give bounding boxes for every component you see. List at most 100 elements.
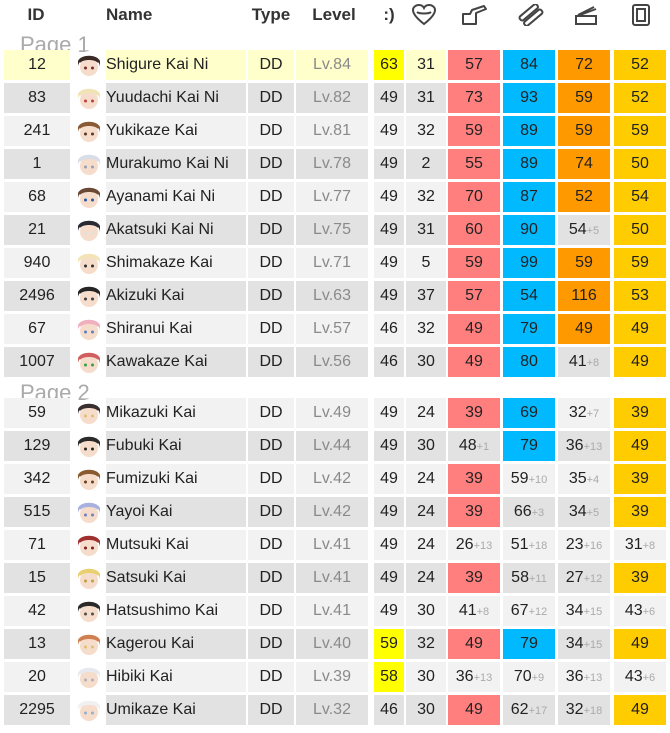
stat-value: Mutsuki Kai	[106, 536, 189, 553]
table-row[interactable]: 12 Shigure Kai Ni DD Lv.84 63 31 57 84 72 52	[0, 50, 670, 80]
ship-id: 2295	[4, 695, 70, 725]
stat-value: 2295	[19, 701, 55, 718]
stat-value: 49	[631, 320, 649, 337]
ship-name: Fubuki Kai	[106, 431, 246, 461]
column-header-level[interactable]: Level	[312, 5, 356, 24]
table-row[interactable]: 342 Fumizuki Kai DD Lv.42 49 24 39 59+10 35+4 39	[0, 464, 670, 494]
ship-avatar	[75, 597, 103, 625]
table-row[interactable]: 940 Shimakaze Kai DD Lv.71 49 5 59 99 59 59	[0, 248, 670, 278]
stat-value: Mikazuki Kai	[106, 404, 196, 421]
ship-type: DD	[248, 182, 294, 212]
stat-value: DD	[259, 470, 283, 487]
stat-value: 39	[333, 668, 351, 685]
stat-value: 24	[417, 503, 435, 520]
stat-value: Lv.	[313, 404, 334, 421]
ship-hp: 24	[406, 398, 446, 428]
stat-value: 84	[520, 56, 538, 73]
stat-value: 49	[631, 437, 649, 454]
stat-value: Lv.	[313, 536, 334, 553]
stat-aa: 116	[558, 281, 610, 311]
stat-aa: 41+8	[558, 347, 610, 377]
stat-value: 69	[520, 404, 538, 421]
table-row[interactable]: 42 Hatsushimo Kai DD Lv.41 49 30 41+8 67+12 34+1…	[0, 596, 670, 626]
table-row[interactable]: 83 Yuudachi Kai Ni DD Lv.82 49 31 73 93 59 52	[0, 83, 670, 113]
stat-value: 79	[520, 437, 538, 454]
table-row[interactable]: 13 Kagerou Kai DD Lv.40 59 32 49 79 34+15 49	[0, 629, 670, 659]
column-header-type[interactable]: Type	[251, 5, 291, 24]
table-row[interactable]: 241 Yukikaze Kai DD Lv.81 49 32 59 89 59 59	[0, 116, 670, 146]
ship-id: 342	[4, 464, 70, 494]
table-row[interactable]: 67 Shiranui Kai DD Lv.57 46 32 49 79 49 49	[0, 314, 670, 344]
stat-aa: 32+7	[558, 398, 610, 428]
column-header-id[interactable]: ID	[27, 5, 45, 24]
stat-value: 39	[465, 404, 483, 421]
stat-value: DD	[259, 437, 283, 454]
stat-value: Ayanami Kai Ni	[106, 188, 216, 205]
column-header-name[interactable]: Name	[106, 5, 153, 24]
ship-level: Lv.63	[296, 281, 368, 311]
stat-value: 49	[380, 569, 398, 586]
stat-value: 54	[631, 188, 649, 205]
stat-value: 40	[333, 635, 351, 652]
ship-morale: 59	[374, 629, 404, 659]
ship-hp: 24	[406, 464, 446, 494]
stat-tp: 62+17	[503, 695, 555, 725]
torpedo-icon[interactable]	[517, 4, 545, 26]
table-row[interactable]: 21 Akatsuki Kai Ni DD Lv.75 49 31 60 90 54+5 50	[0, 215, 670, 245]
stat-value: 57	[465, 56, 483, 73]
stat-value: Lv.	[313, 470, 334, 487]
table-row[interactable]: 1007 Kawakaze Kai DD Lv.56 46 30 49 80 41+8 49	[0, 347, 670, 377]
stat-value: 67	[510, 602, 529, 619]
armor-icon[interactable]	[630, 4, 652, 26]
stat-value: 46	[380, 320, 398, 337]
stat-ar: 54	[614, 182, 666, 212]
ship-morale: 49	[374, 398, 404, 428]
table-row[interactable]: 20 Hibiki Kai DD Lv.39 58 30 36+13 70+9 36+13 43+…	[0, 662, 670, 692]
stat-bonus: +5	[586, 225, 600, 237]
ship-type: DD	[248, 530, 294, 560]
stat-value: 99	[520, 254, 538, 271]
ship-id: 83	[4, 83, 70, 113]
ship-avatar	[75, 51, 103, 79]
table-row[interactable]: 15 Satsuki Kai DD Lv.41 49 24 39 58+11 27+12 39	[0, 563, 670, 593]
ship-id: 21	[4, 215, 70, 245]
stat-value: DD	[259, 287, 283, 304]
ship-type: DD	[248, 149, 294, 179]
table-row[interactable]: 59 Mikazuki Kai DD Lv.49 49 24 39 69 32+7 39	[0, 398, 670, 428]
stat-value: Lv.	[313, 56, 334, 73]
stat-fp: 49	[448, 347, 500, 377]
stat-value: 49	[380, 404, 398, 421]
stat-ar: 31+8	[614, 530, 666, 560]
ship-morale: 49	[374, 563, 404, 593]
ship-type: DD	[248, 281, 294, 311]
table-row[interactable]: 129 Fubuki Kai DD Lv.44 49 30 48+1 79 36+13 49	[0, 431, 670, 461]
stat-value: 241	[23, 122, 51, 139]
stat-tp: 99	[503, 248, 555, 278]
stat-value: Yukikaze Kai	[106, 122, 198, 139]
ship-morale: 49	[374, 464, 404, 494]
stat-aa: 34+15	[558, 629, 610, 659]
stat-ar: 49	[614, 695, 666, 725]
stat-ar: 53	[614, 281, 666, 311]
table-row[interactable]: 71 Mutsuki Kai DD Lv.41 49 24 26+13 51+18 23+16 3…	[0, 530, 670, 560]
ship-id: 67	[4, 314, 70, 344]
firepower-icon[interactable]	[460, 4, 490, 26]
stat-value: 70	[513, 668, 532, 685]
table-row[interactable]: 2496 Akizuki Kai DD Lv.63 49 37 57 54 116 53	[0, 281, 670, 311]
stat-value: 39	[465, 503, 483, 520]
column-header-morale[interactable]: :)	[383, 5, 395, 24]
stat-value: 32	[417, 122, 435, 139]
table-row[interactable]: 68 Ayanami Kai Ni DD Lv.77 49 32 70 87 52 54	[0, 182, 670, 212]
table-row[interactable]: 515 Yayoi Kai DD Lv.42 49 24 39 66+3 34+5 39	[0, 497, 670, 527]
stat-value: 60	[465, 221, 483, 238]
ship-id: 1	[4, 149, 70, 179]
heart-icon[interactable]	[411, 4, 437, 26]
table-row[interactable]: 2295 Umikaze Kai DD Lv.32 46 30 49 62+17 32+18 49	[0, 695, 670, 725]
ship-level: Lv.71	[296, 248, 368, 278]
stat-bonus: +15	[583, 606, 603, 618]
stat-bonus: +7	[586, 408, 600, 420]
antiair-icon[interactable]	[572, 4, 600, 26]
table-row[interactable]: 1 Murakumo Kai Ni DD Lv.78 49 2 55 89 74 50	[0, 149, 670, 179]
stat-value: 31	[417, 56, 435, 73]
stat-value: Lv.	[313, 221, 334, 238]
